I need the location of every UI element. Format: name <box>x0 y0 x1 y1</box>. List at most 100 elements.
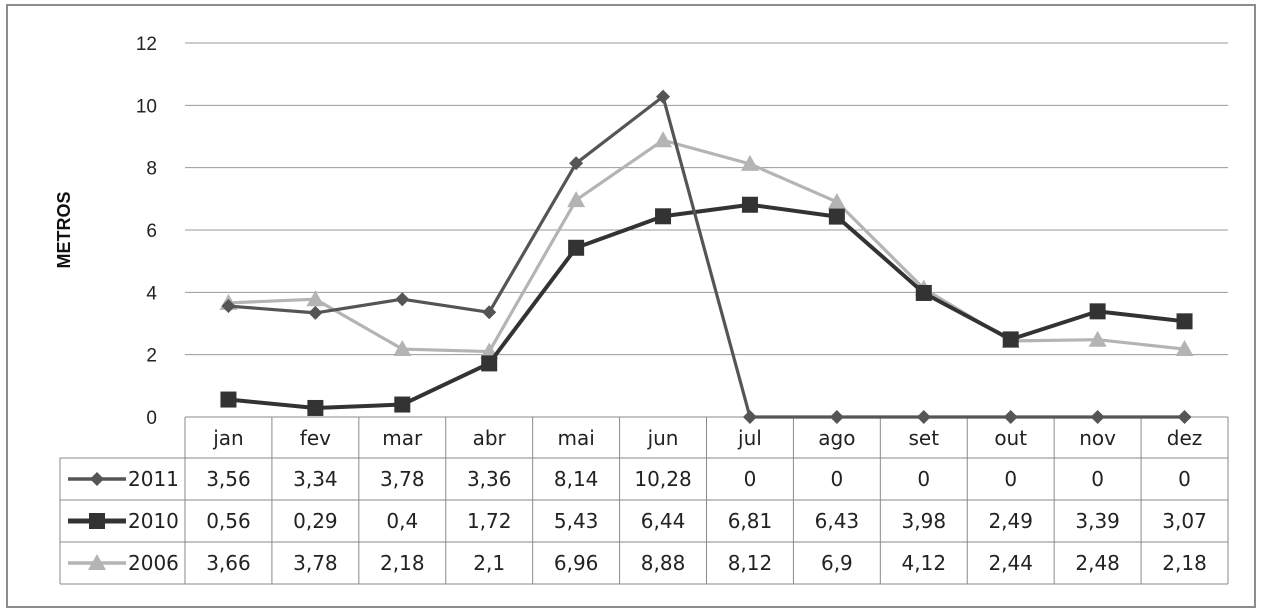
table-cell: 6,43 <box>815 509 860 533</box>
data-point-2011 <box>1003 410 1018 424</box>
table-cell: 3,07 <box>1162 509 1207 533</box>
data-point-2011 <box>742 410 757 424</box>
data-point-2011 <box>482 305 497 320</box>
table-cell: 3,56 <box>206 467 251 491</box>
table-cell: 8,12 <box>728 551 773 575</box>
data-point-2010 <box>741 196 758 213</box>
table-cell: 0 <box>831 467 844 491</box>
data-point-2011 <box>308 305 323 320</box>
data-point-2006 <box>740 154 759 171</box>
category-label: set <box>909 426 940 450</box>
table-cell: 2,18 <box>380 551 425 575</box>
table-cell: 2,44 <box>988 551 1033 575</box>
chart-frame <box>6 4 1256 608</box>
table-cell: 5,43 <box>554 509 599 533</box>
data-point-2011 <box>916 410 931 424</box>
table-cell: 6,9 <box>821 551 853 575</box>
table-cell: 8,14 <box>554 467 599 491</box>
series-name: 2011 <box>128 467 179 491</box>
data-point-2010 <box>394 396 411 413</box>
table-cell: 0,4 <box>386 509 418 533</box>
data-point-2010 <box>1176 313 1193 330</box>
data-point-2006 <box>393 340 412 357</box>
table-cell: 1,72 <box>467 509 512 533</box>
table-cell: 2,1 <box>473 551 505 575</box>
y-axis-label: METROS <box>54 191 74 268</box>
y-axis: 0 2 4 6 8 10 12 <box>136 34 158 429</box>
y-tick-label: 4 <box>146 283 157 304</box>
data-point-2006 <box>306 290 325 307</box>
table-cell: 2,48 <box>1075 551 1120 575</box>
table-cell: 6,96 <box>554 551 599 575</box>
data-point-2011 <box>656 89 671 104</box>
data-point-2006 <box>827 192 846 209</box>
category-label: jul <box>737 426 762 450</box>
table-cell: 3,34 <box>293 467 338 491</box>
series-line-2006 <box>228 138 1185 354</box>
category-label: dez <box>1167 426 1203 450</box>
table-cell: 0,29 <box>293 509 338 533</box>
table-cell: 3,78 <box>380 467 425 491</box>
series-line-2011 <box>228 95 1185 419</box>
data-point-2006 <box>654 131 673 148</box>
gridlines <box>185 42 1228 418</box>
data-point-2010 <box>655 208 672 225</box>
legend-key-marker <box>90 472 104 486</box>
table-cell: 3,98 <box>902 509 947 533</box>
data-point-2011 <box>829 410 844 424</box>
table-cell: 0 <box>1178 467 1191 491</box>
table-cell: 4,12 <box>902 551 947 575</box>
series-lines <box>219 89 1194 424</box>
data-table: jan fev mar abr mai jun jul ago set out nov dez 2011… <box>59 416 1229 585</box>
legend-key-marker <box>88 554 106 570</box>
category-label: mai <box>557 426 594 450</box>
table-cell: 0 <box>1091 467 1104 491</box>
table-cell: 10,28 <box>634 467 691 491</box>
data-point-2010 <box>828 208 845 225</box>
series-name: 2010 <box>128 509 179 533</box>
y-tick-label: 2 <box>146 346 157 367</box>
data-point-2011 <box>395 292 410 307</box>
table-cell: 6,44 <box>641 509 686 533</box>
data-point-2010 <box>307 399 324 416</box>
data-point-2006 <box>567 191 586 208</box>
table-cell: 3,39 <box>1075 509 1120 533</box>
category-label: out <box>994 426 1027 450</box>
data-point-2010 <box>481 355 498 372</box>
data-point-2010 <box>220 391 237 408</box>
table-cell: 2,18 <box>1162 551 1207 575</box>
table-cell: 0,56 <box>206 509 251 533</box>
y-tick-label: 8 <box>146 159 157 180</box>
table-cell: 0 <box>917 467 930 491</box>
category-label: abr <box>473 426 507 450</box>
table-cell: 3,78 <box>293 551 338 575</box>
table-cell: 6,81 <box>728 509 773 533</box>
series-name: 2006 <box>128 551 179 575</box>
table-cell: 3,66 <box>206 551 251 575</box>
category-label: mar <box>382 426 423 450</box>
series-line-2010 <box>228 202 1185 410</box>
category-label: fev <box>300 426 331 450</box>
table-cell: 8,88 <box>641 551 686 575</box>
category-label: ago <box>818 426 855 450</box>
category-label: jan <box>212 426 244 450</box>
y-tick-label: 0 <box>146 408 157 429</box>
data-point-2010 <box>915 284 932 301</box>
data-point-2006 <box>1175 340 1194 357</box>
category-label: nov <box>1079 426 1116 450</box>
y-tick-label: 12 <box>136 34 157 55</box>
legend-key-marker <box>89 513 105 529</box>
y-tick-label: 10 <box>136 96 157 117</box>
data-point-2010 <box>568 239 585 256</box>
category-label: jun <box>647 426 679 450</box>
table-cell: 2,49 <box>988 509 1033 533</box>
table-cell: 0 <box>1004 467 1017 491</box>
data-point-2010 <box>1002 331 1019 348</box>
data-point-2011 <box>221 299 236 314</box>
data-point-2011 <box>1177 410 1192 424</box>
table-cell: 0 <box>744 467 757 491</box>
data-point-2011 <box>569 156 584 171</box>
table-cell: 3,36 <box>467 467 512 491</box>
data-point-2011 <box>1090 410 1105 424</box>
